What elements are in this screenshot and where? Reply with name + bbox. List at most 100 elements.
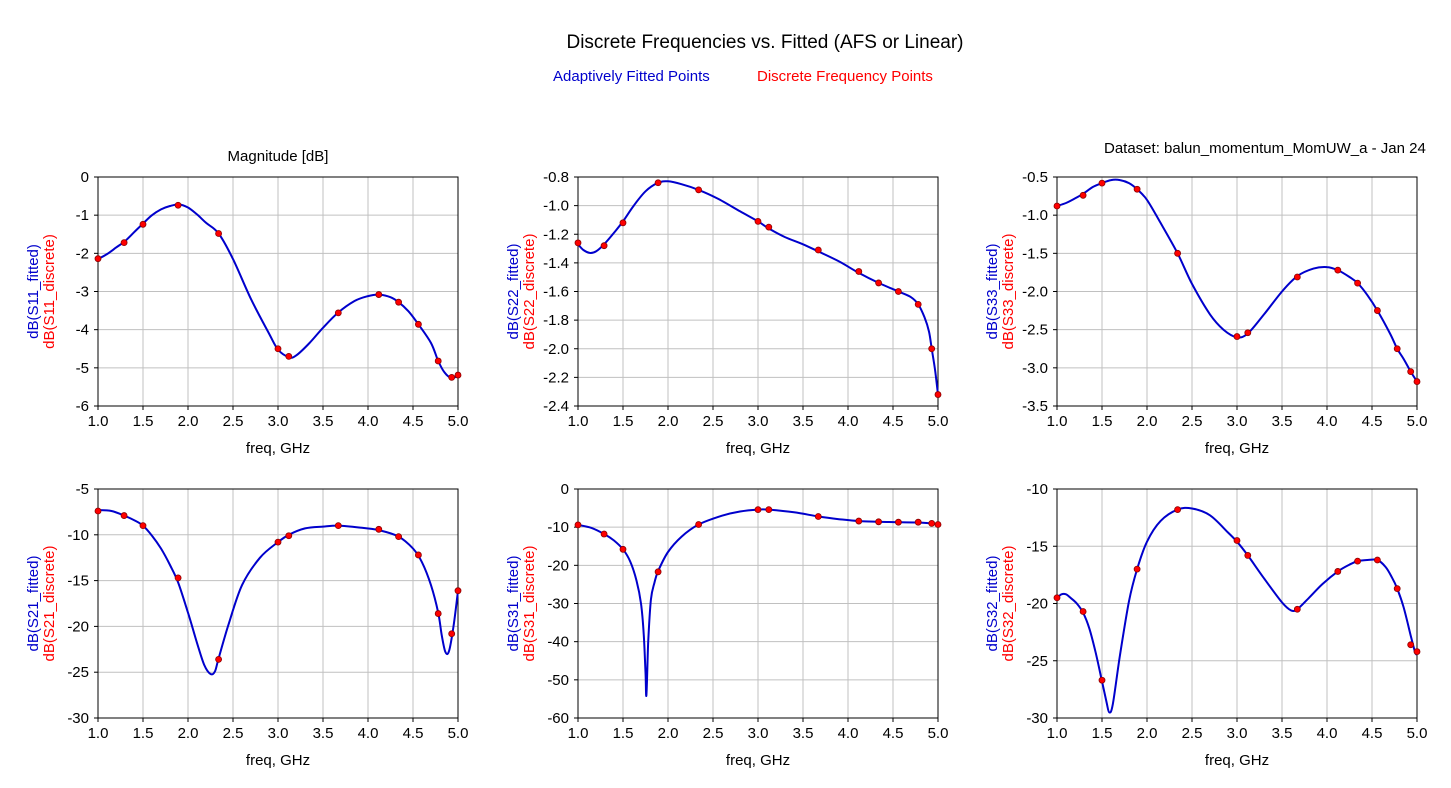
y-tick-label: -10 bbox=[547, 519, 569, 536]
discrete-point bbox=[754, 506, 762, 514]
y-tick-label: -1.4 bbox=[543, 255, 569, 272]
discrete-point bbox=[895, 288, 902, 295]
y-tick-label: -20 bbox=[67, 618, 89, 635]
discrete-point bbox=[120, 239, 128, 247]
discrete-point bbox=[448, 630, 456, 638]
y-tick-label: -4 bbox=[76, 322, 89, 339]
discrete-point bbox=[928, 345, 936, 353]
discrete-point bbox=[334, 309, 342, 317]
x-tick-label: 3.0 bbox=[268, 725, 289, 742]
y-tick-label: -30 bbox=[1026, 710, 1048, 727]
discrete-point bbox=[695, 186, 702, 194]
legend-fitted: Adaptively Fitted Points bbox=[553, 68, 710, 85]
x-tick-label: 2.0 bbox=[178, 413, 199, 430]
chart-4: 1.0 1.5 2.0 2.5 3.0 3.5 4.0 4.5 5.0 -5 -10 -15 -20 -2… bbox=[25, 481, 468, 769]
x-tick-label: 2.0 bbox=[178, 725, 199, 742]
y-tick-label: -3.5 bbox=[1022, 398, 1048, 415]
magnitude-header: Magnitude [dB] bbox=[227, 148, 329, 165]
discrete-point bbox=[120, 512, 128, 519]
y-tick-label: -0.5 bbox=[1022, 169, 1048, 186]
discrete-point bbox=[1413, 378, 1421, 385]
discrete-point bbox=[914, 300, 922, 308]
discrete-point bbox=[895, 518, 902, 526]
x-tick-label: 4.5 bbox=[403, 725, 424, 742]
x-tick-label: 1.5 bbox=[1092, 413, 1113, 430]
discrete-point bbox=[1244, 329, 1252, 337]
discrete-point bbox=[454, 371, 462, 379]
y-axis-label-fitted: dB(S22_fitted) bbox=[505, 244, 522, 340]
y-tick-label: -5 bbox=[76, 360, 89, 377]
x-tick-label: 1.5 bbox=[133, 413, 154, 430]
y-tick-label: -0.8 bbox=[543, 169, 569, 186]
discrete-point bbox=[1133, 185, 1141, 193]
discrete-point bbox=[1334, 266, 1342, 274]
x-tick-label: 3.0 bbox=[748, 413, 769, 430]
discrete-point bbox=[654, 179, 662, 187]
discrete-point bbox=[414, 551, 422, 559]
x-tick-label: 3.5 bbox=[313, 413, 334, 430]
x-tick-label: 1.0 bbox=[88, 413, 109, 430]
discrete-point bbox=[1374, 556, 1381, 564]
dataset-header: Dataset: balun_momentum_MomUW_a - Jan 24 bbox=[1104, 140, 1426, 157]
y-tick-label: -3.0 bbox=[1022, 360, 1048, 377]
discrete-point bbox=[285, 532, 293, 540]
discrete-point bbox=[934, 521, 942, 528]
x-tick-label: 3.5 bbox=[313, 725, 334, 742]
discrete-point bbox=[914, 518, 922, 526]
chart-6: 1.0 1.5 2.0 2.5 3.0 3.5 4.0 4.5 5.0 -10 -15 -20 -25 -… bbox=[984, 481, 1427, 769]
discrete-point bbox=[754, 217, 762, 225]
discrete-point bbox=[1053, 202, 1061, 210]
discrete-point bbox=[695, 521, 702, 528]
y-tick-label: -1.2 bbox=[543, 226, 569, 243]
y-tick-label: -10 bbox=[1026, 481, 1048, 498]
x-tick-label: 2.5 bbox=[1182, 413, 1203, 430]
x-tick-label: 4.5 bbox=[1362, 413, 1383, 430]
discrete-point bbox=[454, 587, 462, 595]
discrete-point bbox=[1174, 506, 1181, 514]
discrete-point bbox=[1244, 552, 1252, 559]
y-axis-label-discrete: dB(S32_discrete) bbox=[1000, 546, 1017, 662]
discrete-point bbox=[334, 522, 342, 530]
x-tick-label: 4.5 bbox=[1362, 725, 1383, 742]
discrete-point bbox=[1354, 279, 1361, 287]
chart-3: 1.0 1.5 2.0 2.5 3.0 3.5 4.0 4.5 5.0 -0.5 -1.0 -1.5 -… bbox=[984, 169, 1427, 457]
y-tick-label: -1.6 bbox=[543, 284, 569, 301]
y-tick-label: -15 bbox=[1026, 538, 1048, 555]
discrete-point bbox=[875, 518, 882, 526]
x-tick-label: 3.5 bbox=[793, 725, 814, 742]
discrete-point bbox=[1098, 676, 1106, 684]
discrete-point bbox=[1233, 537, 1241, 544]
x-tick-label: 3.0 bbox=[268, 413, 289, 430]
x-tick-label: 2.5 bbox=[223, 725, 244, 742]
x-tick-label: 4.5 bbox=[883, 725, 904, 742]
x-tick-label: 3.0 bbox=[748, 725, 769, 742]
discrete-point bbox=[274, 345, 282, 353]
chart-2: 1.0 1.5 2.0 2.5 3.0 3.5 4.0 4.5 5.0 -0.8 -1.0 -1.2 -… bbox=[505, 169, 948, 457]
discrete-point bbox=[1133, 565, 1141, 573]
y-tick-label: -1.5 bbox=[1022, 245, 1048, 262]
x-axis-label: freq, GHz bbox=[1205, 440, 1269, 457]
chart-5: 1.0 1.5 2.0 2.5 3.0 3.5 4.0 4.5 5.0 0 -10 -20 -30 -40… bbox=[505, 481, 948, 769]
discrete-point bbox=[285, 352, 293, 360]
discrete-point bbox=[274, 538, 282, 546]
discrete-point bbox=[1293, 273, 1301, 281]
discrete-point bbox=[414, 320, 422, 328]
x-tick-label: 2.5 bbox=[223, 413, 244, 430]
discrete-point bbox=[574, 239, 582, 247]
y-axis-label-discrete: dB(S11_discrete) bbox=[41, 234, 58, 349]
y-axis-label-fitted: dB(S11_fitted) bbox=[25, 244, 42, 339]
y-axis-label-discrete: dB(S22_discrete) bbox=[521, 234, 538, 350]
discrete-point bbox=[1407, 368, 1415, 376]
y-tick-label: -10 bbox=[67, 527, 89, 544]
x-tick-label: 4.0 bbox=[838, 725, 859, 742]
x-tick-label: 5.0 bbox=[928, 725, 949, 742]
x-tick-label: 4.0 bbox=[358, 725, 379, 742]
y-tick-label: -2.5 bbox=[1022, 322, 1048, 339]
x-tick-label: 4.5 bbox=[883, 413, 904, 430]
discrete-point bbox=[855, 517, 863, 525]
x-tick-label: 2.0 bbox=[658, 413, 679, 430]
x-tick-label: 5.0 bbox=[1407, 725, 1428, 742]
discrete-point bbox=[375, 291, 383, 298]
discrete-point bbox=[139, 220, 147, 228]
